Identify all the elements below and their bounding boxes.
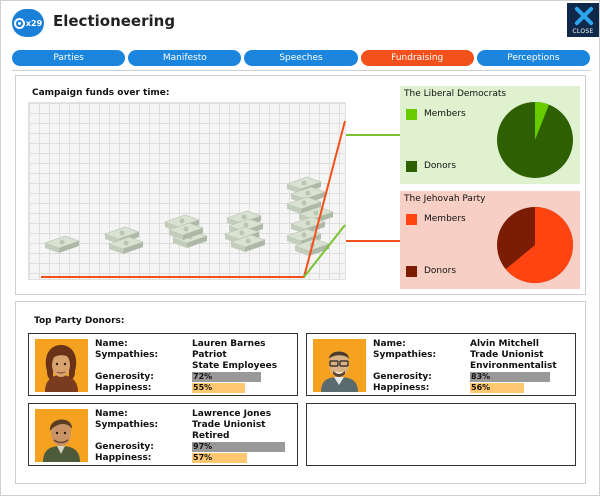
party-name: The Jehovah Party: [404, 194, 486, 204]
generosity-value: 72%: [193, 372, 213, 381]
donor-portrait: [313, 339, 366, 392]
happiness-label: Happiness:: [95, 453, 152, 463]
donors-swatch: [406, 161, 417, 172]
tab-fundraising[interactable]: Fundraising: [360, 50, 474, 66]
sympathy-1: Trade Unionist: [470, 350, 544, 360]
generosity-value: 97%: [193, 442, 213, 451]
pie-members-slice: [505, 207, 574, 283]
happiness-bar-fill: [192, 383, 245, 393]
top-donors-panel: Top Party Donors: Name: Lauren Barnes Sy…: [15, 301, 586, 484]
donor-portrait: [35, 409, 88, 462]
funds-title: Campaign funds over time:: [32, 88, 170, 98]
party-box-liberal-democrats: The Liberal Democrats Members Donors: [400, 86, 580, 184]
happiness-bar: 56%: [470, 383, 566, 393]
happiness-label: Happiness:: [95, 383, 152, 393]
name-label: Name:: [95, 409, 128, 419]
generosity-label: Generosity:: [95, 442, 154, 452]
money-stack-2: [104, 226, 144, 255]
name-label: Name:: [373, 339, 406, 349]
happiness-bar: 57%: [192, 453, 288, 463]
funds-graph-svg: [41, 120, 346, 278]
sympathy-2: State Employees: [192, 361, 278, 371]
funds-graph: [28, 102, 346, 280]
money-stack-5: [286, 176, 334, 257]
campaign-funds-panel: Campaign funds over time:: [15, 75, 586, 295]
tab-bar: Parties Manifesto Speeches Fundraising P…: [12, 50, 591, 66]
page-title: Electioneering: [53, 12, 176, 30]
generosity-bar-fill: [192, 442, 286, 452]
sympathy-1: Patriot: [192, 350, 227, 360]
happiness-value: 56%: [471, 383, 491, 392]
donors-swatch: [406, 266, 417, 277]
donor-name: Lawrence Jones: [192, 409, 272, 419]
donors-title: Top Party Donors:: [34, 316, 125, 326]
donors-label: Donors: [424, 161, 457, 171]
tab-manifesto[interactable]: Manifesto: [128, 50, 242, 66]
sympathy-2: Retired: [192, 431, 230, 441]
connector-lines: [346, 134, 400, 242]
divider: [12, 70, 590, 71]
donor-name: Lauren Barnes: [192, 339, 266, 349]
donor-card[interactable]: Name: Alvin Mitchell Sympathies: Trade U…: [306, 333, 576, 396]
days-remaining-badge: x29: [12, 9, 44, 37]
liberal-funds-line: [303, 224, 346, 278]
party-name: The Liberal Democrats: [404, 89, 507, 99]
generosity-bar: 72%: [192, 372, 288, 382]
happiness-bar-fill: [192, 453, 247, 463]
close-label: CLOSE: [572, 28, 594, 35]
generosity-bar-fill: [470, 372, 550, 382]
happiness-label: Happiness:: [373, 383, 430, 393]
empty-donor-slot: [306, 403, 576, 466]
sympathies-label: Sympathies:: [95, 420, 159, 430]
happiness-value: 57%: [193, 453, 213, 462]
donor-card[interactable]: Name: Lawrence Jones Sympathies: Trade U…: [28, 403, 298, 466]
clock-icon: [13, 17, 25, 29]
sympathy-2: Environmentalist: [470, 361, 557, 371]
money-stack-4: [224, 210, 266, 253]
sympathy-1: Trade Unionist: [192, 420, 266, 430]
generosity-bar-fill: [192, 372, 262, 382]
generosity-label: Generosity:: [373, 372, 432, 382]
pie-liberal-democrats: [497, 102, 573, 178]
happiness-value: 55%: [193, 383, 213, 392]
members-swatch: [406, 214, 417, 225]
tab-perceptions[interactable]: Perceptions: [476, 50, 591, 66]
generosity-label: Generosity:: [95, 372, 154, 382]
happiness-bar-fill: [470, 383, 524, 393]
tab-parties[interactable]: Parties: [12, 50, 126, 66]
donor-portrait: [35, 339, 88, 392]
badge-text: x29: [25, 18, 43, 28]
generosity-bar: 83%: [470, 372, 566, 382]
members-swatch: [406, 109, 417, 120]
donor-name: Alvin Mitchell: [470, 339, 539, 349]
party-box-jehovah-party: The Jehovah Party Members Donors: [400, 191, 580, 289]
donors-label: Donors: [424, 266, 457, 276]
tab-speeches[interactable]: Speeches: [244, 50, 358, 66]
members-label: Members: [424, 214, 466, 224]
donor-card[interactable]: Name: Lauren Barnes Sympathies: Patriot …: [28, 333, 298, 396]
header: x29 Electioneering CLOSE: [1, 1, 600, 43]
happiness-bar: 55%: [192, 383, 288, 393]
money-stack-1: [44, 235, 80, 254]
pie-members-slice: [535, 102, 549, 140]
close-icon: [571, 4, 595, 28]
name-label: Name:: [95, 339, 128, 349]
members-label: Members: [424, 109, 466, 119]
generosity-bar: 97%: [192, 442, 288, 452]
money-stack-3: [164, 214, 208, 249]
generosity-value: 83%: [471, 372, 491, 381]
sympathies-label: Sympathies:: [373, 350, 437, 360]
pie-jehovah-party: [497, 207, 574, 283]
close-button[interactable]: CLOSE: [567, 3, 599, 37]
sympathies-label: Sympathies:: [95, 350, 159, 360]
